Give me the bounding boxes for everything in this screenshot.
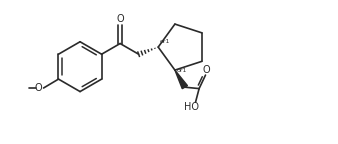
Polygon shape	[175, 70, 188, 89]
Text: O: O	[35, 83, 42, 93]
Text: O: O	[116, 14, 124, 24]
Text: O: O	[202, 65, 210, 75]
Text: or1: or1	[176, 68, 187, 73]
Text: HO: HO	[185, 102, 199, 112]
Text: or1: or1	[160, 39, 170, 44]
